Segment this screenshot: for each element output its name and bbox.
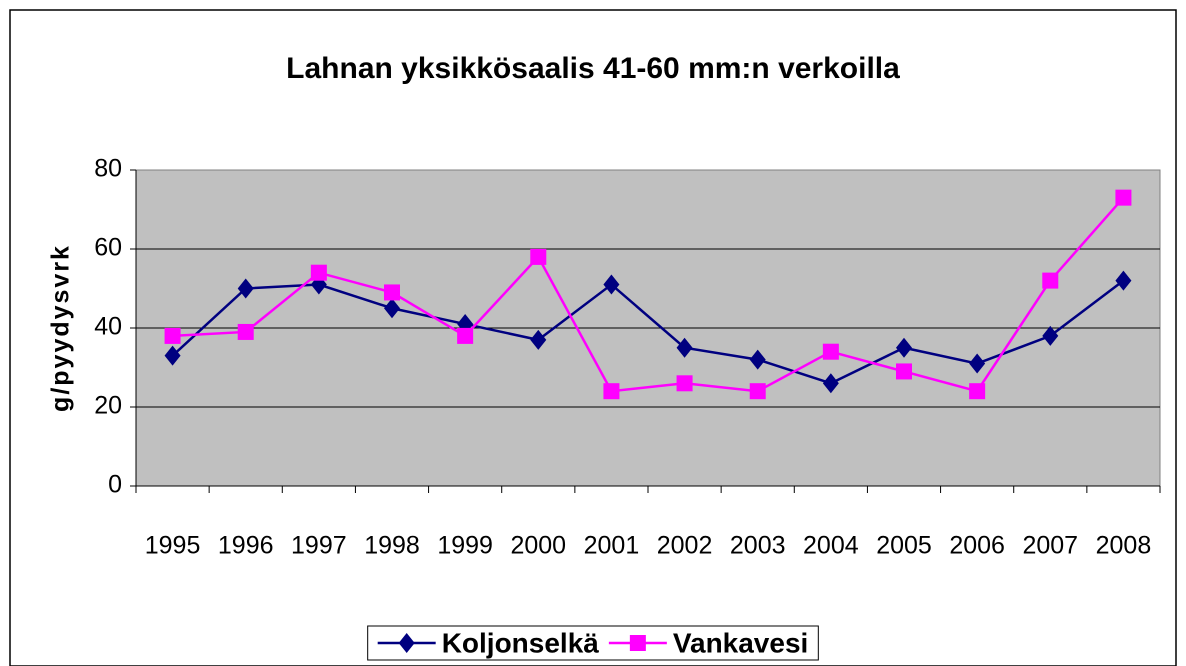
x-tick-label: 2001 xyxy=(584,532,640,560)
marker xyxy=(237,278,254,299)
marker xyxy=(1042,272,1059,289)
x-tick-label: 2004 xyxy=(803,532,859,560)
x-tick-label: 1999 xyxy=(437,532,493,560)
x-tick-label: 2008 xyxy=(1096,532,1152,560)
x-tick-label: 1997 xyxy=(291,532,347,560)
marker xyxy=(603,383,620,400)
y-tick-label: 20 xyxy=(94,392,122,420)
legend-label: Koljonselkä xyxy=(442,627,600,658)
marker xyxy=(398,633,415,653)
x-tick-label: 2007 xyxy=(1022,532,1078,560)
marker xyxy=(1115,189,1132,206)
y-tick-label: 0 xyxy=(108,471,122,499)
x-tick-label: 2002 xyxy=(657,532,713,560)
marker xyxy=(457,327,474,344)
marker xyxy=(530,248,547,265)
x-tick-label: 1996 xyxy=(218,532,274,560)
marker xyxy=(164,327,181,344)
marker xyxy=(530,329,547,350)
marker xyxy=(384,284,400,301)
series-line xyxy=(171,279,1125,385)
x-tick-label: 2000 xyxy=(510,532,566,560)
marker xyxy=(969,353,986,374)
chart-title: Lahnan yksikkösaalis 41-60 mm:n verkoill… xyxy=(286,52,900,85)
marker xyxy=(896,337,912,358)
marker xyxy=(384,298,400,319)
marker xyxy=(164,345,181,366)
marker xyxy=(822,373,839,394)
series-line xyxy=(172,196,1125,393)
y-tick-label: 80 xyxy=(94,155,122,183)
legend-label: Vankavesi xyxy=(673,627,808,658)
marker xyxy=(749,349,766,370)
y-axis-label: g/pyydysvrk xyxy=(47,244,75,412)
marker xyxy=(676,375,693,392)
marker xyxy=(1042,325,1059,346)
marker xyxy=(310,264,327,281)
y-tick-label: 60 xyxy=(94,234,122,262)
x-tick-label: 2003 xyxy=(730,532,786,560)
marker xyxy=(896,363,912,380)
x-tick-label: 1998 xyxy=(364,532,420,560)
x-tick-label: 2005 xyxy=(876,532,932,560)
marker xyxy=(676,337,693,358)
legend-box xyxy=(367,625,819,661)
marker xyxy=(1115,270,1132,291)
x-tick-label: 2006 xyxy=(949,532,1005,560)
marker xyxy=(603,274,620,295)
marker xyxy=(629,635,646,651)
x-tick-label: 1995 xyxy=(145,532,201,560)
y-tick-label: 40 xyxy=(94,313,122,341)
marker xyxy=(749,383,766,400)
legend: Koljonselkä Vankavesi xyxy=(367,625,819,661)
marker xyxy=(969,383,986,400)
marker xyxy=(822,343,839,360)
marker xyxy=(237,323,254,340)
